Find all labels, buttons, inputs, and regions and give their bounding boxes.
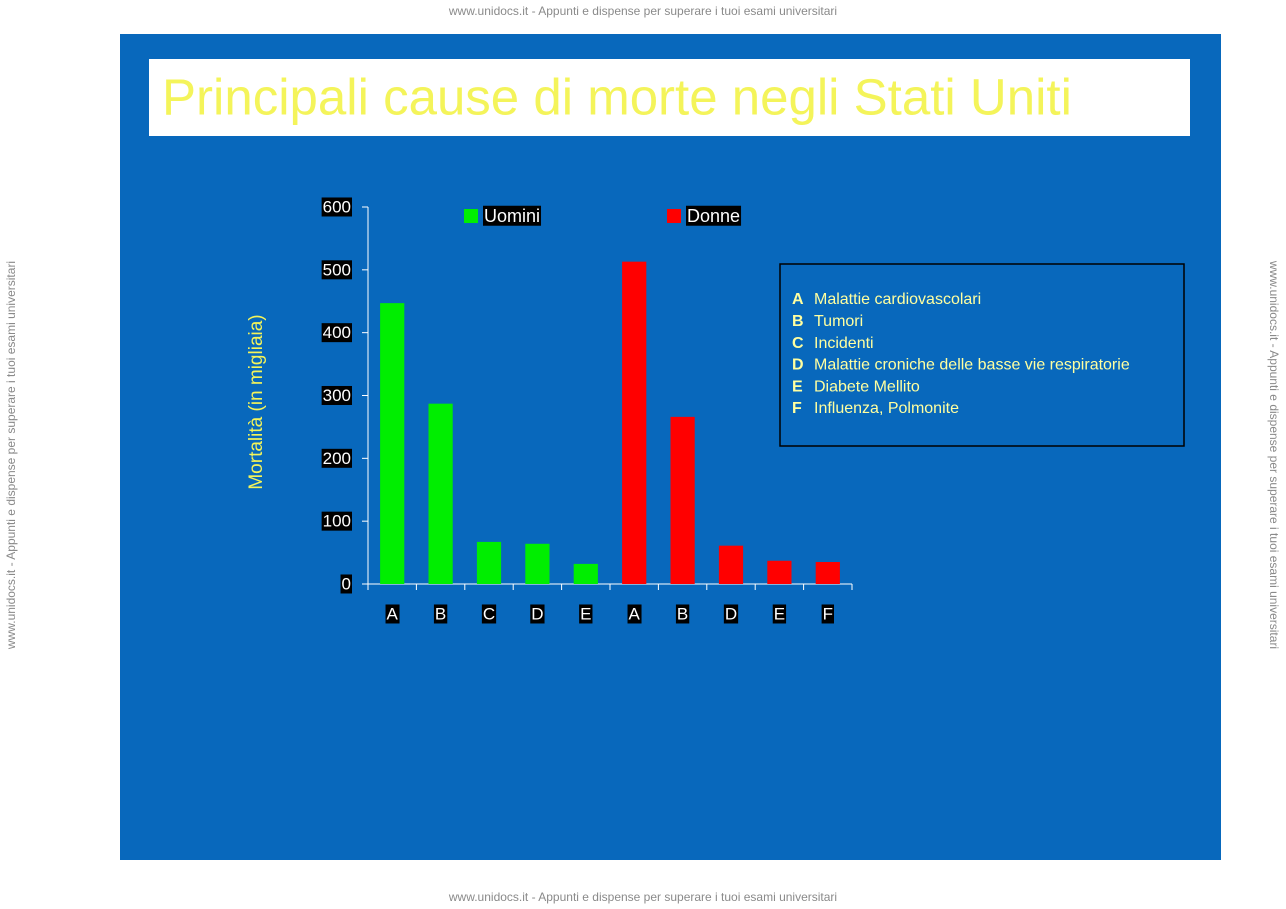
- bar: [525, 543, 550, 584]
- legend-swatch: [464, 209, 478, 223]
- y-tick-label: 0: [342, 574, 351, 593]
- bar: [476, 541, 502, 584]
- x-tick-label: D: [725, 604, 737, 623]
- y-tick-label: 500: [323, 260, 351, 279]
- key-letter: B: [792, 313, 804, 330]
- x-tick-label: D: [531, 604, 543, 623]
- key-box: [779, 263, 1185, 447]
- label-background: [675, 604, 690, 624]
- bar: [622, 261, 647, 584]
- watermark: www.unidocs.it - Appunti e dispense per …: [448, 890, 837, 904]
- bar: [428, 403, 453, 584]
- x-tick-label: E: [774, 604, 785, 623]
- bar: [718, 545, 744, 584]
- label-background: [321, 197, 352, 217]
- x-tick-label: E: [580, 604, 591, 623]
- label-background: [321, 385, 352, 405]
- x-tick-label: C: [483, 604, 495, 623]
- title-box: [149, 59, 1190, 136]
- y-axis-label: Mortalità (in migliaia): [246, 314, 267, 489]
- x-tick-label: A: [387, 604, 399, 623]
- label-background: [321, 260, 352, 280]
- key-letter: D: [792, 357, 804, 374]
- key-label: Influenza, Polmonite: [814, 400, 959, 417]
- label-background: [821, 604, 834, 624]
- key-label: Malattie croniche delle basse vie respir…: [814, 357, 1130, 374]
- x-tick-label: F: [823, 604, 833, 623]
- key-letter: C: [792, 335, 804, 352]
- label-background: [385, 604, 400, 624]
- label-background: [530, 604, 545, 624]
- label-background: [772, 604, 787, 624]
- key-label: Diabete Mellito: [814, 378, 920, 395]
- key-letter: A: [792, 291, 804, 308]
- key-label: Tumori: [814, 313, 863, 330]
- label-background: [340, 574, 352, 594]
- label-background: [321, 323, 352, 343]
- bar: [670, 416, 695, 584]
- label-background: [481, 604, 497, 624]
- bar: [573, 563, 598, 584]
- x-tick-label: B: [435, 604, 446, 623]
- y-tick-label: 200: [323, 449, 351, 468]
- y-tick-label: 600: [323, 197, 351, 216]
- label-background: [627, 604, 642, 624]
- label-background: [723, 604, 739, 624]
- label-background: [483, 205, 542, 226]
- bar: [815, 562, 840, 584]
- label-background: [433, 604, 448, 624]
- label-background: [686, 205, 742, 226]
- key-label: Malattie cardiovascolari: [814, 291, 981, 308]
- x-tick-label: B: [677, 604, 688, 623]
- watermark: www.unidocs.it - Appunti e dispense per …: [448, 4, 837, 18]
- bar: [767, 560, 792, 584]
- key-label: Incidenti: [814, 335, 874, 352]
- key-letter: E: [792, 378, 803, 395]
- bar: [380, 303, 405, 584]
- chart-title: Principali cause di morte negli Stati Un…: [162, 68, 1072, 125]
- watermark: www.unidocs.it - Appunti e dispense per …: [4, 261, 18, 650]
- legend-label: Uomini: [484, 206, 540, 226]
- label-background: [579, 604, 593, 624]
- watermark: www.unidocs.it - Appunti e dispense per …: [1267, 260, 1281, 649]
- x-tick-label: A: [629, 604, 641, 623]
- y-tick-label: 300: [323, 386, 351, 405]
- label-background: [321, 511, 352, 531]
- legend-swatch: [667, 209, 681, 223]
- legend-label: Donne: [687, 206, 740, 226]
- label-background: [321, 448, 352, 468]
- y-tick-label: 100: [323, 512, 351, 531]
- y-tick-label: 400: [323, 323, 351, 342]
- key-letter: F: [792, 400, 802, 417]
